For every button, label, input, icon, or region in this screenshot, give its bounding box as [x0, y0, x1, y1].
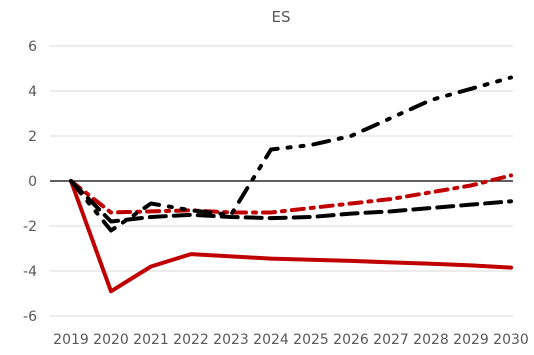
x-tick-label: 2019	[53, 332, 89, 348]
y-tick-label: 4	[28, 84, 37, 100]
series-line-2	[69, 173, 513, 215]
chart-title: ES	[272, 8, 291, 26]
y-tick-label: 6	[28, 39, 37, 55]
x-tick-label: 2021	[133, 332, 169, 348]
x-tick-label: 2025	[293, 332, 329, 348]
y-tick-label: 2	[28, 129, 37, 145]
x-tick-label: 2023	[213, 332, 249, 348]
series-layer	[69, 75, 513, 294]
x-tick-label: 2027	[373, 332, 409, 348]
x-tick-label: 2030	[493, 332, 529, 348]
series-line-4	[69, 75, 513, 233]
x-tick-label: 2024	[253, 332, 289, 348]
x-tick-label: 2029	[453, 332, 489, 348]
y-tick-label: -4	[23, 264, 37, 280]
y-tick-label: -2	[23, 219, 37, 235]
x-tick-label: 2028	[413, 332, 449, 348]
y-tick-labels: 6 4 2 0 -2 -4 -6	[23, 39, 37, 325]
x-tick-label: 2022	[173, 332, 209, 348]
x-tick-label: 2026	[333, 332, 369, 348]
x-tick-labels: 2019 2020 2021 2022 2023 2024 2025 2026 2027 2028…	[53, 332, 529, 348]
series-line-1	[69, 179, 513, 294]
y-tick-label: -6	[23, 309, 37, 325]
x-tick-label: 2020	[93, 332, 129, 348]
y-tick-label: 0	[28, 174, 37, 190]
series-line-3	[69, 179, 513, 224]
grid-lines	[50, 45, 513, 317]
